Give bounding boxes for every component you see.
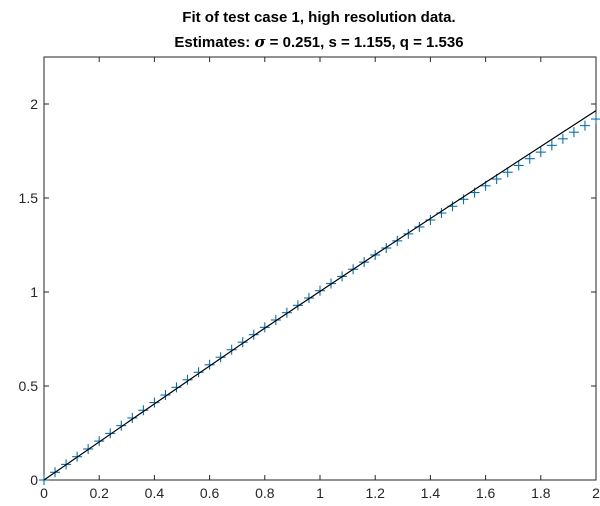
data-point [160,390,171,401]
data-point [149,397,160,408]
data-point [270,315,281,326]
data-point [204,359,215,370]
data-point [591,114,600,125]
data-point [568,127,579,138]
data-point [226,344,237,355]
x-tick-label: 0.2 [89,485,109,501]
data-point [94,436,105,447]
y-tick-label: 0 [30,472,38,488]
x-tick-label: 2 [592,485,600,501]
data-point [502,167,513,178]
data-point [116,420,127,431]
x-tick-label: 0.8 [255,485,275,501]
data-point [182,374,193,385]
data-point [215,352,226,363]
title-estimates-values: = 0.251, s = 1.155, q = 1.536 [266,34,464,51]
data-point [557,133,568,144]
data-point [259,322,270,333]
y-tick-label: 1.5 [19,190,39,206]
y-tick-label: 0.5 [19,378,39,394]
chart-title-line-2: Estimates: σ = 0.251, s = 1.155, q = 1.5… [174,33,463,51]
data-point [579,120,590,131]
y-axis: 0 0.5 1 1.5 2 [19,96,596,488]
fit-curve [43,110,597,481]
data-point [513,160,524,171]
axes-box [43,56,597,481]
x-tick-label: 0 [40,485,48,501]
y-tick-label: 1 [30,284,38,300]
data-point [535,147,546,158]
x-tick-label: 1.8 [531,485,551,501]
data-point [248,329,259,340]
x-tick-label: 0.6 [200,485,220,501]
data-point [414,221,425,232]
chart-title: Fit of test case 1, high resolution data… [174,9,463,51]
x-tick-label: 1.2 [365,485,385,501]
sigma-symbol: σ [254,33,266,51]
data-point [546,140,557,151]
plot-area [43,56,597,481]
data-point [171,382,182,393]
y-tick-label: 2 [30,96,38,112]
chart-title-line-1: Fit of test case 1, high resolution data… [182,9,455,26]
data-point [237,337,248,348]
x-tick-label: 1.4 [421,485,441,501]
x-tick-label: 1.6 [476,485,496,501]
fit-line [43,110,597,481]
data-point [105,428,116,439]
x-tick-label: 0.4 [145,485,165,501]
x-tick-label: 1 [316,485,324,501]
data-point [138,405,149,416]
data-point [403,228,414,239]
data-point [193,367,204,378]
data-markers [39,114,600,485]
title-estimates-prefix: Estimates: [174,34,254,51]
x-axis: 0 0.2 0.4 0.6 0.8 1 1.2 1.4 1.6 1.8 2 [40,57,600,501]
data-point [127,412,138,423]
data-point [524,153,535,164]
